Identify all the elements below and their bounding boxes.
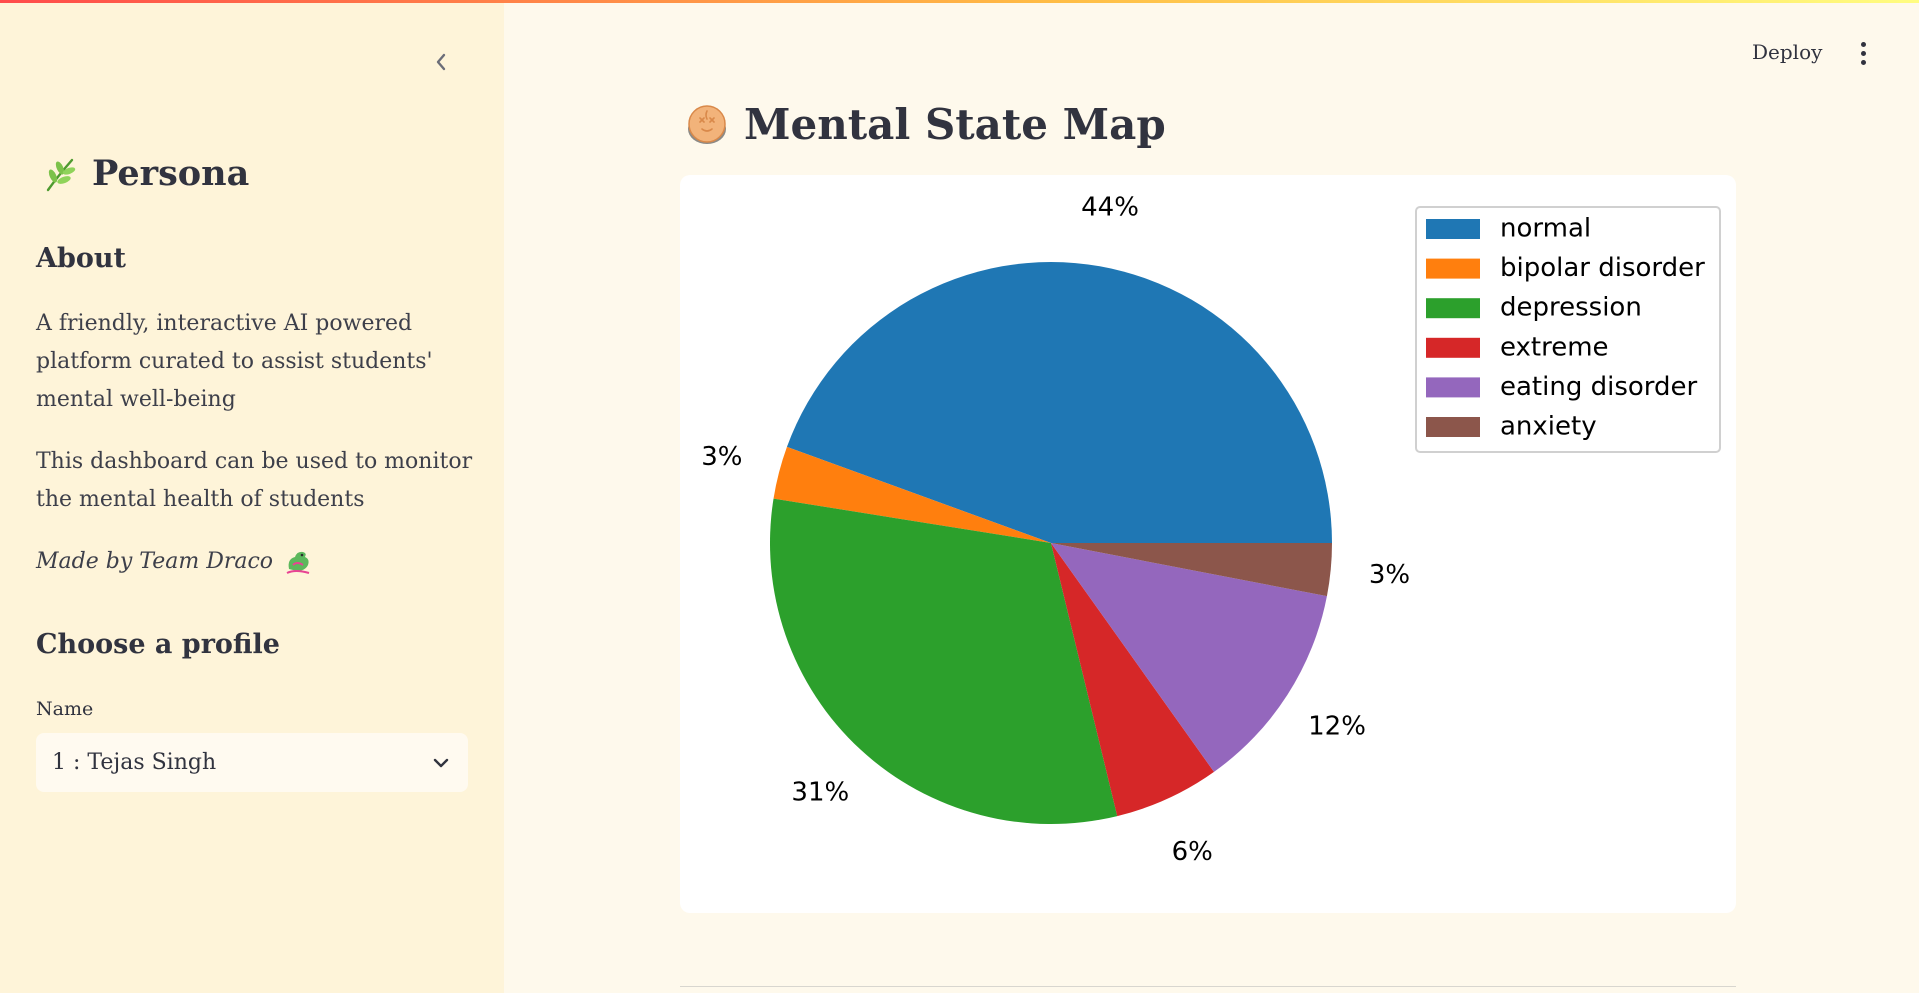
team-credit: Made by Team Draco [36,547,313,575]
pie-slice-bipolar-disorder [773,446,1051,543]
about-description: A friendly, interactive AI powered platf… [36,311,433,412]
top-decoration-bar [0,0,1919,3]
legend-swatch-anxiety [1426,417,1480,437]
herb-icon [46,158,76,191]
legend-label-anxiety: anxiety [1500,412,1597,442]
main-menu-button[interactable] [1850,38,1876,68]
collapse-sidebar-button[interactable] [426,47,456,77]
name-label: Name [36,698,94,720]
legend-frame [1415,206,1721,453]
pie-slice-depression [770,498,1118,825]
pie-label-normal: 44% [1081,193,1139,223]
brain-icon [688,104,726,144]
choose-profile-heading: Choose a profile [36,629,280,660]
pie-label-depression: 31% [791,777,849,807]
more-options-icon-dot [1860,59,1866,65]
chart-container: 44% 3% 31% 6% 12% 3% normal bipolar disorder dep… [680,175,1736,913]
page-title: Mental State Map [686,100,1166,149]
legend-swatch-depression [1426,298,1480,319]
sidebar: Persona About A friendly, interactive AI… [0,3,504,993]
profile-select-value: 1 : Tejas Singh [52,750,217,775]
pie-slice-normal [786,262,1332,543]
page-heading: Mental State Map [744,100,1166,149]
legend-swatch-extreme [1426,337,1480,358]
pie-label-extreme: 6% [1172,837,1213,867]
about-heading: About [36,243,126,274]
legend-label-bipolar-disorder: bipolar disorder [1500,253,1705,283]
legend-label-depression: depression [1500,293,1642,323]
pie-label-eating-disorder: 12% [1308,711,1366,741]
more-options-icon-dot [1860,50,1866,56]
pie-label-bipolar-disorder: 3% [701,442,742,472]
more-options-icon-dot [1860,41,1866,47]
pie-slice-eating-disorder [1051,543,1327,772]
dashboard-description: This dashboard can be used to monitor th… [36,449,473,512]
legend-label-eating-disorder: eating disorder [1500,372,1698,402]
chart-legend: normal bipolar disorder depression extreme e… [1415,206,1721,453]
chevron-down-icon [433,758,449,767]
sidebar-title: Persona [92,153,250,194]
team-credit-text: Made by Team Draco [36,548,274,574]
pie-chart: 44% 3% 31% 6% 12% 3% normal bipolar disorder dep… [701,193,1721,867]
deploy-button[interactable]: Deploy [1752,40,1823,64]
dragon-icon [286,551,310,574]
legend-swatch-eating-disorder [1426,377,1480,398]
legend-label-normal: normal [1500,214,1591,244]
profile-select[interactable]: 1 : Tejas Singh [36,733,468,792]
sidebar-brand: Persona [40,153,249,194]
pie-slice-anxiety [1051,543,1332,597]
legend-label-extreme: extreme [1500,332,1609,362]
chevron-left-icon [436,53,446,71]
legend-swatch-bipolar-disorder [1426,258,1480,279]
pie-slice-extreme [1051,543,1214,817]
legend-swatch-normal [1426,219,1480,239]
section-divider [680,986,1736,987]
pie-label-anxiety: 3% [1369,560,1410,590]
